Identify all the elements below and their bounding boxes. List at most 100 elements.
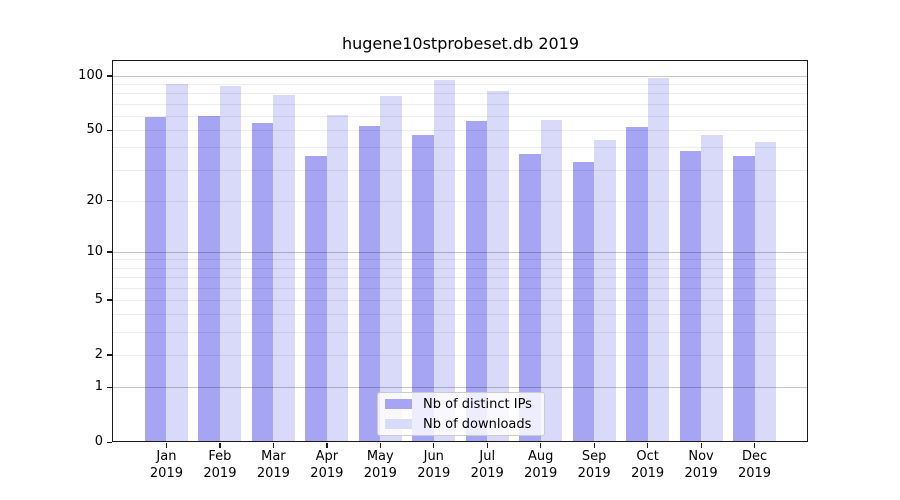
x-tick-month: May <box>366 449 394 464</box>
gridline-minor <box>113 93 808 95</box>
x-tick-label: Aug 2019 <box>511 449 571 482</box>
x-tick-label: Apr 2019 <box>297 449 357 482</box>
x-tick-label: Dec 2019 <box>725 449 785 482</box>
x-tick-month: Jul <box>479 449 496 464</box>
x-tick-mark <box>754 443 756 448</box>
y-tick-label: 100 <box>78 67 103 83</box>
legend-row-distinct-ips: Nb of distinct IPs <box>385 396 538 412</box>
x-tick-mark <box>647 443 649 448</box>
legend: Nb of distinct IPs Nb of downloads <box>377 392 545 436</box>
x-tick-year: 2019 <box>684 465 718 481</box>
gridline-minor <box>113 267 808 269</box>
x-tick-month: Jan <box>156 449 177 464</box>
x-tick-label: Feb 2019 <box>190 449 250 482</box>
gridline-minor <box>113 84 808 86</box>
gridline-major <box>113 251 808 253</box>
y-tick-mark <box>107 251 112 253</box>
bar-downloads <box>433 80 456 442</box>
x-tick-mark <box>165 443 168 448</box>
x-tick-month: Oct <box>636 449 659 464</box>
legend-swatch-distinct-ips <box>385 399 412 409</box>
bar-distinct-ips <box>412 134 434 442</box>
bar-downloads <box>540 119 563 442</box>
gridline-minor <box>113 287 808 289</box>
x-tick-year: 2019 <box>256 465 290 481</box>
x-tick-year: 2019 <box>577 465 611 481</box>
legend-label-downloads: Nb of downloads <box>423 416 532 432</box>
x-tick-mark <box>540 443 542 448</box>
bar-distinct-ips <box>465 121 488 442</box>
bar-distinct-ips <box>305 155 327 442</box>
y-tick-label: 1 <box>94 379 103 395</box>
x-tick-year: 2019 <box>363 465 397 481</box>
bar-distinct-ips <box>198 115 220 442</box>
x-tick-year: 2019 <box>310 465 344 481</box>
gridline-minor <box>113 299 808 301</box>
y-tick-mark <box>107 299 112 301</box>
bar-distinct-ips <box>572 162 595 442</box>
x-tick-mark <box>433 443 435 448</box>
x-tick-label: Jun 2019 <box>404 449 464 482</box>
x-tick-year: 2019 <box>737 465 772 481</box>
x-tick-label: Jul 2019 <box>457 449 517 482</box>
y-tick-label: 5 <box>94 291 103 307</box>
bar-downloads <box>273 95 295 442</box>
y-tick-mark <box>107 75 112 77</box>
chart-title: hugene10stprobeset.db 2019 <box>341 34 580 53</box>
y-tick-label: 0 <box>94 434 103 449</box>
bar-downloads <box>380 96 402 442</box>
legend-swatch-downloads <box>385 419 412 429</box>
bar-downloads <box>594 140 616 442</box>
bar-downloads <box>754 141 777 442</box>
bar-distinct-ips <box>626 127 648 442</box>
legend-label-distinct-ips: Nb of distinct IPs <box>423 396 532 412</box>
x-tick-year: 2019 <box>149 465 183 481</box>
x-tick-year: 2019 <box>470 465 504 481</box>
bar-downloads <box>487 90 509 442</box>
bar-downloads <box>701 134 723 442</box>
gridline-major <box>113 387 808 389</box>
y-tick-mark <box>107 200 112 202</box>
x-tick-mark <box>593 443 595 448</box>
x-tick-label: Oct 2019 <box>618 449 678 482</box>
gridline-minor <box>113 103 808 105</box>
bar-distinct-ips <box>251 122 274 442</box>
bar-downloads <box>219 86 242 442</box>
legend-row-downloads: Nb of downloads <box>385 416 538 432</box>
x-tick-label: Mar 2019 <box>243 449 303 482</box>
y-tick-label: 2 <box>94 346 103 362</box>
gridline-minor <box>113 259 808 261</box>
x-tick-label: Jan 2019 <box>136 449 196 482</box>
gridline-minor <box>113 147 808 149</box>
x-tick-label: Nov 2019 <box>671 449 731 482</box>
y-tick-label: 20 <box>86 192 103 208</box>
gridline-minor <box>113 169 808 171</box>
x-tick-mark <box>700 443 702 448</box>
x-tick-month: Aug <box>527 449 554 464</box>
x-tick-year: 2019 <box>631 465 665 481</box>
x-tick-month: Dec <box>741 449 768 464</box>
x-tick-month: Jun <box>423 449 444 464</box>
gridline-minor <box>113 130 808 132</box>
x-tick-mark <box>326 443 328 448</box>
bar-distinct-ips <box>358 125 381 442</box>
y-tick-mark <box>107 386 112 388</box>
y-tick-label: 10 <box>86 243 103 259</box>
y-tick-mark <box>107 354 112 356</box>
y-tick-label: 50 <box>86 122 103 138</box>
y-tick-mark <box>107 129 112 131</box>
bar-distinct-ips <box>144 117 167 442</box>
x-tick-month: Sep <box>581 449 607 464</box>
gridline-minor <box>113 115 808 117</box>
x-tick-month: Mar <box>261 449 286 464</box>
y-tick-mark <box>107 441 112 443</box>
bar-downloads <box>166 84 188 442</box>
gridline-minor <box>113 332 808 334</box>
bar-downloads <box>647 77 670 442</box>
x-tick-label: May 2019 <box>350 449 410 482</box>
bar-distinct-ips <box>733 155 755 442</box>
